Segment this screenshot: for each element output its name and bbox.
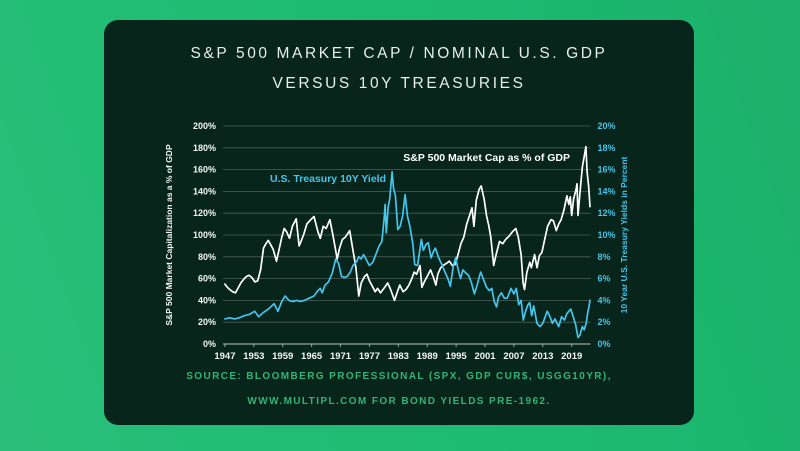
- right-axis-tick-label: 2%: [598, 317, 611, 327]
- left-axis-title: S&P 500 Market Capitalization as a % of …: [164, 144, 174, 326]
- x-axis-tick-label: 2019: [561, 351, 582, 362]
- left-axis-tick-label: 0%: [203, 339, 216, 349]
- right-axis-tick-label: 10%: [598, 230, 616, 240]
- left-axis-tick-label: 80%: [198, 252, 216, 262]
- sp500-gdp-line: [224, 145, 591, 302]
- right-axis-tick-label: 4%: [598, 295, 611, 305]
- right-axis-title: 10 Year U.S. Treasury Yields in Percent: [619, 156, 629, 313]
- right-axis-tick-label: 0%: [598, 339, 611, 349]
- right-axis-tick-label: 18%: [598, 143, 616, 153]
- x-axis-tick-label: 2013: [532, 351, 553, 362]
- left-axis-tick-label: 60%: [198, 274, 216, 284]
- source-line2: WWW.MULTIPL.COM FOR BOND YIELDS PRE-1962…: [247, 396, 551, 407]
- right-axis-tick-label: 12%: [598, 208, 616, 218]
- x-axis-tick-label: 1989: [417, 351, 438, 362]
- treasury-yield-line: [224, 170, 591, 339]
- right-axis-tick-label: 16%: [598, 165, 616, 175]
- x-axis-tick-label: 2001: [474, 351, 496, 362]
- x-axis-tick-label: 1995: [446, 351, 468, 362]
- right-axis-tick-label: 14%: [598, 186, 616, 196]
- sp500-series-label: S&P 500 Market Cap as % of GDP: [403, 152, 570, 164]
- x-axis-tick-label: 1965: [301, 351, 323, 362]
- right-axis-tick-label: 8%: [598, 252, 611, 262]
- left-axis-tick-label: 160%: [193, 165, 216, 175]
- left-axis-tick-label: 120%: [193, 208, 216, 218]
- left-axis-tick-label: 140%: [193, 186, 216, 196]
- x-axis-tick-label: 1959: [272, 351, 293, 362]
- left-axis-tick-label: 180%: [193, 143, 216, 153]
- treasury-series-label: U.S. Treasury 10Y Yield: [270, 173, 386, 185]
- left-axis-tick-label: 20%: [198, 317, 216, 327]
- left-axis-tick-label: 40%: [198, 295, 216, 305]
- chart-svg: 0% 0% 20% 2% 40% 4% 60% 6% 80% 8% 100% 10% 120% 12% 14…: [164, 121, 629, 362]
- left-axis-tick-label: 200%: [193, 121, 216, 131]
- x-axis-tick-label: 1983: [388, 351, 409, 362]
- left-axis-tick-label: 100%: [193, 230, 216, 240]
- x-axis-tick-label: 1971: [330, 351, 352, 362]
- chart-title-line2: VERSUS 10Y TREASURIES: [272, 75, 526, 92]
- right-axis-tick-label: 6%: [598, 274, 611, 284]
- right-axis-tick-label: 20%: [598, 121, 616, 131]
- chart-title-line1: S&P 500 MARKET CAP / NOMINAL U.S. GDP: [190, 45, 608, 62]
- x-axis-tick-label: 1977: [359, 351, 380, 362]
- x-axis-tick-label: 1947: [214, 351, 235, 362]
- source-line1: SOURCE: BLOOMBERG PROFESSIONAL (SPX, GDP…: [186, 371, 612, 382]
- chart-card: 0% 0% 20% 2% 40% 4% 60% 6% 80% 8% 100% 10% 120% 12% 14…: [104, 20, 694, 425]
- x-axis-tick-label: 1953: [243, 351, 264, 362]
- x-axis-tick-label: 2007: [503, 351, 524, 362]
